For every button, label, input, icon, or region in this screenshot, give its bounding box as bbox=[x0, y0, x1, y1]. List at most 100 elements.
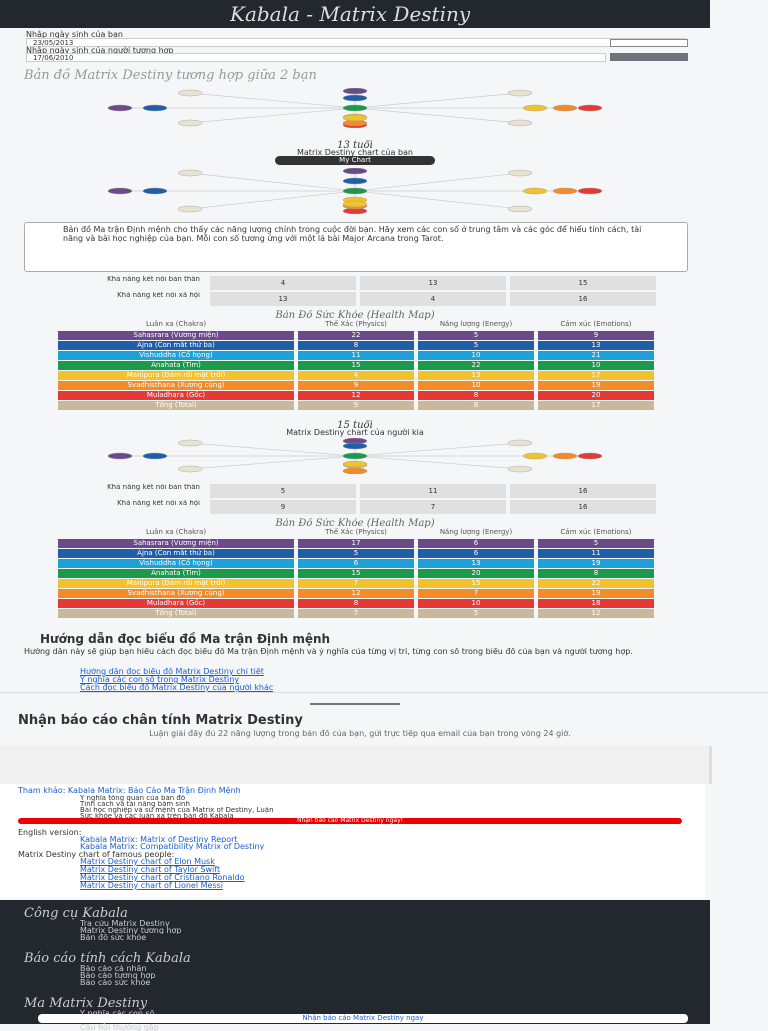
health-cell: Anahata (Tim) bbox=[58, 569, 294, 578]
english-link[interactable]: Kabala Matrix: Matrix of Destiny Report bbox=[80, 836, 238, 843]
health-cell: 5 bbox=[298, 549, 414, 558]
divider bbox=[0, 692, 768, 693]
diagram-node bbox=[177, 89, 203, 97]
diagram-node bbox=[522, 452, 548, 460]
footer bbox=[0, 900, 710, 1024]
health-cell: 22 bbox=[538, 579, 654, 588]
box-item: Tính cách và tài năng bẩm sinh bbox=[80, 801, 190, 808]
health-cell: 13 bbox=[538, 341, 654, 350]
footer-link[interactable]: Câu hỏi thường gặp bbox=[80, 1024, 159, 1031]
footer-link[interactable]: Tra cứu Matrix Destiny bbox=[80, 920, 170, 927]
my-chart-button[interactable]: My Chart bbox=[275, 156, 435, 165]
footer-link[interactable]: Báo cáo tương hợp bbox=[80, 972, 156, 979]
health-header: Thể Xác (Physics) bbox=[325, 320, 387, 328]
diagram-node bbox=[177, 439, 203, 447]
health-cell: Vishuddha (Cổ họng) bbox=[58, 351, 294, 360]
health-header: Năng lượng (Energy) bbox=[439, 320, 513, 328]
diagram-node bbox=[342, 88, 368, 95]
footer-link[interactable]: Ý nghĩa các con số bbox=[80, 1010, 155, 1017]
health-cell: Muladhara (Gốc) bbox=[58, 391, 294, 400]
diagram-node bbox=[177, 119, 203, 127]
summary-cell: 11 bbox=[360, 484, 506, 498]
diagram-node bbox=[342, 168, 368, 175]
diagram-node bbox=[522, 104, 548, 112]
health-cell: Vishuddha (Cổ họng) bbox=[58, 559, 294, 568]
guide-link[interactable]: Cách đọc biểu đồ Matrix Destiny của ngườ… bbox=[80, 684, 274, 692]
english-link[interactable]: Kabala Matrix: Compatibility Matrix of D… bbox=[80, 843, 265, 850]
health-title: Bản Đồ Sức Khỏe (Health Map) bbox=[275, 310, 435, 321]
health-header: Luân xa (Chakra) bbox=[145, 528, 207, 536]
header-bar bbox=[0, 0, 710, 28]
guide-link[interactable]: Hướng dẫn đọc biểu đồ Matrix Destiny chi… bbox=[80, 668, 264, 676]
english-heading: English version: bbox=[18, 828, 82, 837]
description-box: Bản đồ Ma trận Định mệnh cho thấy các nă… bbox=[24, 222, 688, 272]
diagram-node bbox=[342, 114, 368, 122]
health-cell: 19 bbox=[538, 589, 654, 598]
health-cell: 10 bbox=[418, 351, 534, 360]
health-cell: 5 bbox=[418, 331, 534, 340]
diagram-node bbox=[577, 452, 603, 460]
health-cell: Sahasrara (Vương miện) bbox=[58, 331, 294, 340]
health-cell: Tổng (Total) bbox=[58, 401, 294, 410]
diagram-node bbox=[342, 104, 368, 112]
health-cell: 19 bbox=[538, 559, 654, 568]
diagram-node bbox=[342, 94, 368, 102]
diagram-node bbox=[342, 452, 368, 460]
more-link[interactable]: Matrix Destiny chart of Cristiano Ronald… bbox=[80, 874, 245, 882]
diagram-node bbox=[507, 205, 533, 213]
health-cell: 10 bbox=[418, 599, 534, 608]
box-item: Ý nghĩa tổng quan của bản đồ bbox=[80, 795, 186, 802]
footer-link[interactable]: Báo cáo sức khỏe bbox=[80, 979, 151, 986]
health-cell: 9 bbox=[538, 331, 654, 340]
health-cell: 10 bbox=[418, 381, 534, 390]
health-header: Cảm xúc (Emotions) bbox=[560, 320, 632, 328]
health-cell: 8 bbox=[538, 569, 654, 578]
cta-bar[interactable]: Nhận báo cáo Matrix Destiny ngay! bbox=[18, 818, 682, 824]
summary-cell: 4 bbox=[360, 292, 506, 306]
diagram-node bbox=[177, 205, 203, 213]
health-cell: Manipura (Đám rối mặt trời) bbox=[58, 579, 294, 588]
health-cell: 8 bbox=[298, 341, 414, 350]
health-cell: 17 bbox=[538, 401, 654, 410]
more-link[interactable]: Matrix Destiny chart of Lionel Messi bbox=[80, 882, 223, 890]
footer-link[interactable]: Bản đồ sức khỏe bbox=[80, 934, 147, 941]
summary-cell: 16 bbox=[510, 292, 656, 306]
diagram-node bbox=[507, 439, 533, 447]
diagram-node bbox=[342, 460, 368, 468]
health-cell: 19 bbox=[538, 381, 654, 390]
partner-input: 17/06/2010 bbox=[26, 53, 606, 62]
health-title: Bản Đồ Sức Khỏe (Health Map) bbox=[275, 518, 435, 529]
health-cell: 5 bbox=[418, 341, 534, 350]
footer-title: Báo cáo tính cách Kabala bbox=[24, 951, 191, 966]
health-header: Thể Xác (Physics) bbox=[325, 528, 387, 536]
health-cell: 7 bbox=[298, 579, 414, 588]
health-cell: Svadhisthana (Xương cùng) bbox=[58, 381, 294, 390]
diagram-node bbox=[107, 187, 133, 195]
guide-title: Hướng dẫn đọc biểu đồ Ma trận Định mệnh bbox=[40, 632, 331, 646]
gray-panel bbox=[0, 746, 712, 784]
health-cell: 17 bbox=[538, 371, 654, 380]
diagram-node bbox=[142, 104, 168, 112]
diagram-node bbox=[342, 200, 368, 208]
white-panel bbox=[0, 784, 705, 898]
health-cell: 9 bbox=[298, 381, 414, 390]
footer-link[interactable]: Báo cáo cá nhân bbox=[80, 965, 147, 972]
diagram-node bbox=[552, 104, 578, 112]
health-cell: 10 bbox=[538, 361, 654, 370]
health-cell: Svadhisthana (Xương cùng) bbox=[58, 589, 294, 598]
health-cell: 12 bbox=[298, 589, 414, 598]
health-cell: 6 bbox=[418, 549, 534, 558]
guide-link[interactable]: Ý nghĩa các con số trong Matrix Destiny bbox=[80, 676, 240, 684]
health-cell: 8 bbox=[418, 401, 534, 410]
health-cell: 7 bbox=[298, 609, 414, 618]
footer-link[interactable]: Matrix Destiny tương hợp bbox=[80, 927, 182, 934]
footer-cta[interactable]: Nhận báo cáo Matrix Destiny ngay bbox=[38, 1014, 688, 1023]
health-cell: Manipura (Đám rối mặt trời) bbox=[58, 371, 294, 380]
matrix-diagram bbox=[107, 168, 603, 214]
health-cell: 20 bbox=[418, 569, 534, 578]
summary-label: Khả năng kết nối xã hội bbox=[117, 292, 200, 299]
more-link[interactable]: Matrix Destiny chart of Elon Musk bbox=[80, 858, 215, 866]
health-cell: 12 bbox=[538, 609, 654, 618]
more-link[interactable]: Matrix Destiny chart of Taylor Swift bbox=[80, 866, 221, 874]
health-cell: 22 bbox=[418, 361, 534, 370]
